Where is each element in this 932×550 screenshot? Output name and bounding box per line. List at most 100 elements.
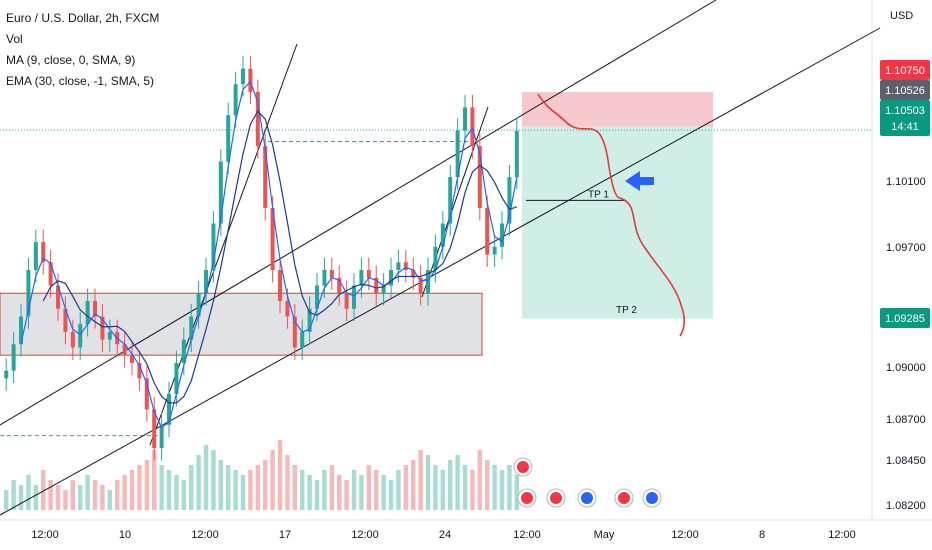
price-tag-value: 1.10526 (885, 85, 925, 97)
volume-bar (263, 460, 268, 510)
volume-bar (329, 465, 335, 510)
candle-body (359, 270, 364, 286)
volume-bar (233, 470, 238, 510)
ema-indicator-label[interactable]: EMA (30, close, -1, SMA, 5) (6, 74, 155, 88)
candle-body (152, 409, 157, 449)
candle-body (322, 270, 327, 286)
candle-body (33, 242, 38, 270)
channel-upper-line (0, 0, 717, 426)
time-tick-label: 12:00 (828, 529, 856, 541)
volume-bar (70, 480, 76, 510)
price-tick-label: 1.09700 (886, 242, 926, 254)
volume-bar (41, 470, 46, 510)
candle-body (448, 177, 453, 224)
volume-bar (344, 480, 349, 510)
time-tick-label: 12:00 (671, 529, 699, 541)
price-tag-value: 1.10750 (885, 65, 925, 77)
time-tick-label: 8 (759, 529, 765, 541)
volume-bar (425, 455, 431, 510)
volume-bar (492, 465, 497, 510)
candle-body (174, 362, 179, 394)
candle-body (292, 316, 297, 348)
volume-bar (351, 470, 357, 510)
candle-body (255, 91, 260, 147)
candle-body (500, 223, 505, 247)
time-tick-label: 12:00 (191, 529, 219, 541)
volume-bar (359, 475, 364, 510)
volume-bar (448, 460, 453, 510)
volume-bar (270, 450, 275, 510)
economic-event-icon (521, 492, 533, 504)
volume-bar (18, 485, 24, 510)
volume-bar (374, 470, 379, 510)
ma-line (20, 80, 518, 429)
candle-body (418, 277, 423, 294)
chart-legend: Euro / U.S. Dollar, 2h, FXCM Vol MA (9, … (6, 8, 159, 92)
tp1-label: TP 1 (588, 189, 609, 200)
candle-body (403, 262, 408, 270)
time-tick-label: 24 (439, 529, 451, 541)
candle-body (248, 68, 253, 92)
volume-bar (248, 470, 253, 510)
volume-bar (144, 460, 150, 510)
symbol-title[interactable]: Euro / U.S. Dollar, 2h, FXCM (6, 11, 160, 25)
volume-bar (181, 480, 187, 510)
volume-bar (381, 475, 386, 510)
candle-body (204, 270, 209, 294)
candle-body (159, 424, 164, 449)
candle-body (463, 107, 468, 131)
volume-bar (477, 450, 483, 510)
volume-bar (462, 465, 468, 510)
candle-body (181, 339, 186, 363)
candle-body (285, 300, 290, 317)
volume-bar (322, 470, 327, 510)
volume-bar (507, 465, 512, 510)
candle-body (189, 316, 194, 340)
candle-body (218, 161, 223, 224)
volume-bar (366, 465, 372, 510)
candle-body (93, 300, 98, 317)
volume-bar (314, 480, 320, 510)
volume-bar (203, 445, 209, 510)
price-tick-label: 1.08200 (886, 500, 926, 512)
volume-bar (4, 490, 9, 510)
volume-bar (307, 475, 312, 510)
volume-bar (137, 465, 142, 510)
candle-body (85, 300, 90, 325)
volume-bar (33, 485, 39, 510)
candle-body (100, 316, 105, 340)
volume-bar (388, 480, 394, 510)
volume-bar (433, 465, 438, 510)
candle-body (19, 316, 24, 345)
volume-indicator-label[interactable]: Vol (6, 32, 23, 46)
ma-indicator-label[interactable]: MA (9, close, 0, SMA, 9) (6, 53, 136, 67)
volume-bar (100, 485, 105, 510)
candle-body (344, 293, 349, 309)
candle-body (396, 262, 401, 270)
volume-bar (189, 465, 194, 510)
economic-event-icon (550, 492, 562, 504)
volume-bar (26, 475, 31, 510)
candle-body (263, 146, 268, 209)
candle-body (470, 107, 475, 147)
economic-event-icon (517, 461, 529, 473)
currency-label[interactable]: USD (890, 10, 914, 22)
volume-bar (440, 470, 446, 510)
time-tick-label: 10 (119, 529, 131, 541)
volume-bar (277, 440, 283, 510)
price-tag (880, 60, 930, 80)
candle-body (130, 355, 135, 363)
candle-body (4, 370, 9, 379)
candle-body (507, 177, 512, 224)
price-tag (880, 80, 930, 100)
volume-bar (485, 460, 490, 510)
trend-line (421, 106, 489, 298)
take-profit-zone (522, 126, 713, 319)
trend-line (149, 43, 298, 446)
candle-body (48, 262, 53, 286)
volume-bar (514, 475, 520, 510)
candle-body (514, 130, 519, 178)
volume-bar (55, 485, 61, 510)
